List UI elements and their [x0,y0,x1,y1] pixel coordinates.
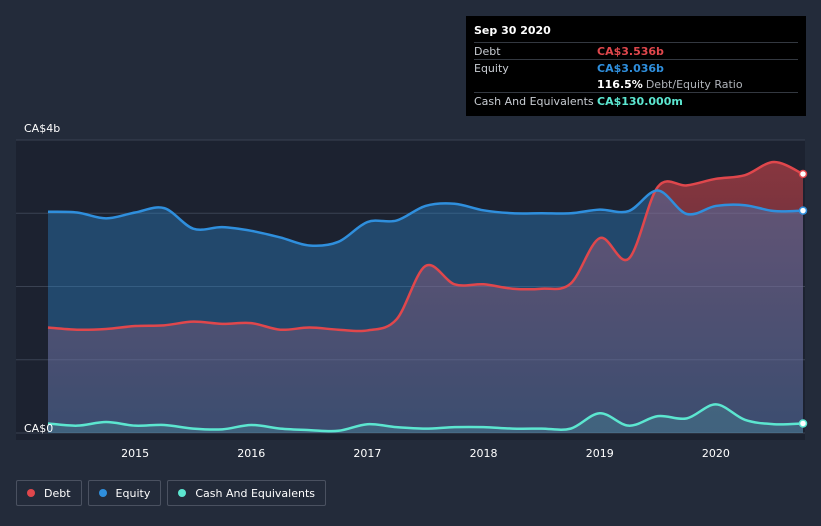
chart-legend: Debt Equity Cash And Equivalents [16,480,326,506]
equity-dot-icon [98,489,107,497]
equity-area [48,190,803,433]
tooltip-date: Sep 30 2020 [474,24,551,37]
legend-item-equity[interactable]: Equity [87,480,162,506]
cash-dot-icon [178,489,187,497]
tooltip-debt-label: Debt [474,44,501,58]
data-tooltip: Sep 30 2020 Debt CA$3.536b Equity CA$3.0… [466,16,806,116]
x-tick-label: 2015 [121,447,149,460]
legend-label-cash: Cash And Equivalents [195,486,315,500]
x-tick-label: 2016 [237,447,265,460]
legend-label-equity: Equity [115,486,151,500]
cash-area [48,404,803,433]
x-tick-label: 2017 [353,447,381,460]
tooltip-equity-label: Equity [474,61,509,75]
legend-item-debt[interactable]: Debt [16,480,82,506]
tooltip-row-debt: Debt CA$3.536b [474,42,798,59]
series-lines [47,160,804,433]
x-tick-label: 2018 [470,447,498,460]
tooltip-cash-value: CA$130.000m [597,94,683,108]
debt-line [47,160,804,333]
tooltip-row-ratio: 116.5% Debt/Equity Ratio [474,76,798,92]
tooltip-row-cash: Cash And Equivalents CA$130.000m [474,92,798,109]
tooltip-row-equity: Equity CA$3.036b [474,59,798,76]
cash-line [47,403,804,433]
equity-line [47,189,804,248]
debt-area [48,161,803,434]
series-endpoints [798,169,808,428]
debt-dot-icon [27,489,35,497]
y-tick-label-bottom: CA$0 [24,422,53,435]
x-tick-labels: 2015 2016 2017 2018 2019 2020 [121,447,730,460]
tooltip-cash-label: Cash And Equivalents [474,94,594,108]
y-tick-label-top: CA$4b [24,122,60,135]
x-tick-label: 2020 [702,447,730,460]
tooltip-equity-value: CA$3.036b [597,61,664,75]
equity-end-point [798,206,808,215]
legend-label-debt: Debt [44,486,71,500]
legend-item-cash[interactable]: Cash And Equivalents [167,480,326,506]
tooltip-debt-value: CA$3.536b [597,44,664,58]
tooltip-ratio-label: Debt/Equity Ratio [645,77,743,91]
tooltip-ratio-value: 116.5% [597,77,643,91]
debt-end-point [798,169,808,179]
cash-end-point [798,419,808,428]
x-tick-label: 2019 [586,447,614,460]
